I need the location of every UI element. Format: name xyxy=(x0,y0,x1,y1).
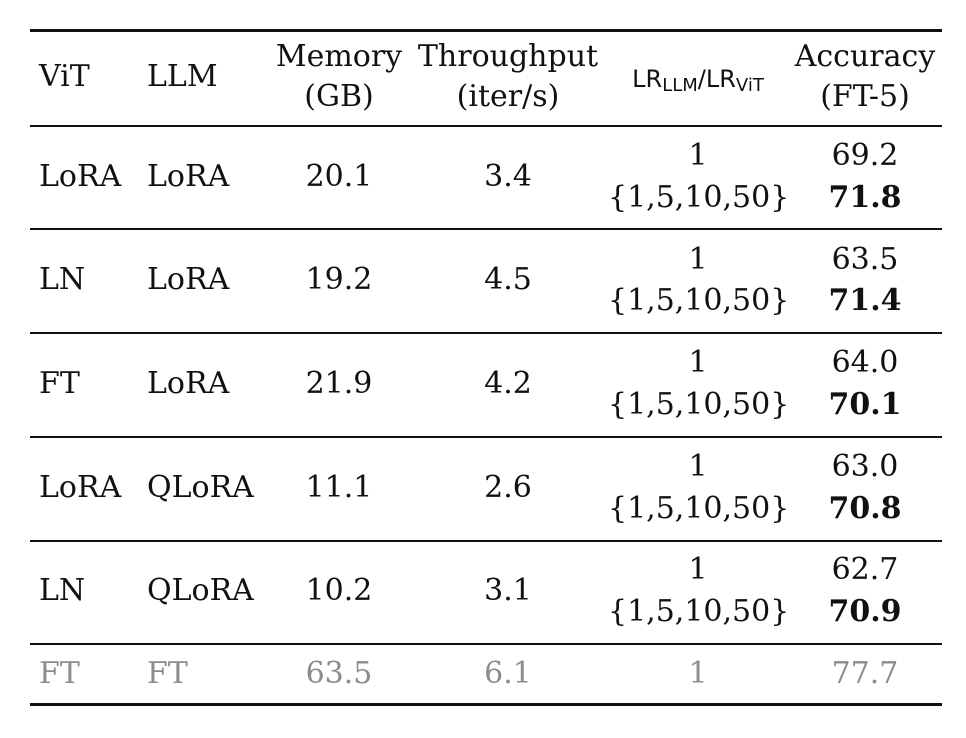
cell-llm: QLoRA xyxy=(147,573,254,608)
lr-vit-label: LR xyxy=(705,65,736,93)
cell-vit: LN xyxy=(39,262,86,297)
cell-lr-a: 1 xyxy=(688,552,708,587)
row-divider xyxy=(30,436,942,438)
cell-memory: 19.2 xyxy=(305,262,373,297)
lr-vit-subscript: ViT xyxy=(735,75,764,96)
cell-vit: FT xyxy=(39,366,80,401)
cell-lr-a: 1 xyxy=(688,449,708,484)
header-llm: LLM xyxy=(147,59,218,94)
lr-llm-subscript: LLM xyxy=(662,75,698,96)
cell-memory: 21.9 xyxy=(305,366,373,401)
lr-llm-label: LR xyxy=(632,65,663,93)
cell-acc-a: 64.0 xyxy=(831,345,899,380)
row-divider xyxy=(30,332,942,334)
cell-throughput: 6.1 xyxy=(484,656,532,691)
cell-acc-a: 69.2 xyxy=(831,138,899,173)
cell-llm: FT xyxy=(147,656,188,691)
cell-throughput: 4.5 xyxy=(484,262,532,297)
header-memory-line1: Memory xyxy=(275,39,403,74)
cell-accuracy: 77.7 xyxy=(831,656,899,691)
cell-lr-b: {1,5,10,50} xyxy=(608,594,790,629)
cell-llm: LoRA xyxy=(147,366,230,401)
cell-vit: LoRA xyxy=(39,159,122,194)
cell-acc-b: 71.4 xyxy=(828,283,902,318)
cell-acc-b: 70.9 xyxy=(828,594,902,629)
header-vit: ViT xyxy=(39,59,90,94)
cell-lr: 1 xyxy=(688,656,708,691)
header-throughput-line2: (iter/s) xyxy=(456,79,560,114)
cell-acc-b: 70.8 xyxy=(828,491,902,526)
header-memory-line2: (GB) xyxy=(304,79,374,114)
cell-memory: 20.1 xyxy=(305,159,373,194)
cell-lr-b: {1,5,10,50} xyxy=(608,283,790,318)
cell-memory: 10.2 xyxy=(305,573,373,608)
header-accuracy-line1: Accuracy xyxy=(794,39,936,74)
cell-acc-b: 70.1 xyxy=(828,387,902,422)
top-rule xyxy=(30,29,942,32)
cell-throughput: 3.4 xyxy=(484,159,532,194)
cell-throughput: 4.2 xyxy=(484,366,532,401)
cell-llm: LoRA xyxy=(147,262,230,297)
header-lr-ratio: LRLLM/LRViT xyxy=(608,59,788,99)
cell-throughput: 2.6 xyxy=(484,470,532,505)
cell-llm: LoRA xyxy=(147,159,230,194)
cell-lr-b: {1,5,10,50} xyxy=(608,180,790,215)
cell-acc-a: 63.5 xyxy=(831,242,899,277)
row-divider xyxy=(30,540,942,542)
cell-memory: 63.5 xyxy=(305,656,373,691)
cell-vit: FT xyxy=(39,656,80,691)
cell-acc-a: 62.7 xyxy=(831,552,899,587)
cell-lr-a: 1 xyxy=(688,138,708,173)
row-divider xyxy=(30,643,942,645)
cell-acc-a: 63.0 xyxy=(831,449,899,484)
cell-vit: LoRA xyxy=(39,470,122,505)
cell-memory: 11.1 xyxy=(305,470,373,505)
cell-lr-a: 1 xyxy=(688,345,708,380)
cell-llm: QLoRA xyxy=(147,470,254,505)
row-divider xyxy=(30,228,942,230)
header-throughput-line1: Throughput xyxy=(417,39,599,74)
cell-lr-b: {1,5,10,50} xyxy=(608,491,790,526)
cell-throughput: 3.1 xyxy=(484,573,532,608)
bottom-rule xyxy=(30,703,942,706)
cell-lr-a: 1 xyxy=(688,242,708,277)
lr-slash: / xyxy=(697,65,706,93)
cell-vit: LN xyxy=(39,573,86,608)
header-accuracy-line2: (FT-5) xyxy=(820,79,910,114)
cell-lr-b: {1,5,10,50} xyxy=(608,387,790,422)
cell-acc-b: 71.8 xyxy=(828,180,902,215)
header-rule xyxy=(30,125,942,127)
